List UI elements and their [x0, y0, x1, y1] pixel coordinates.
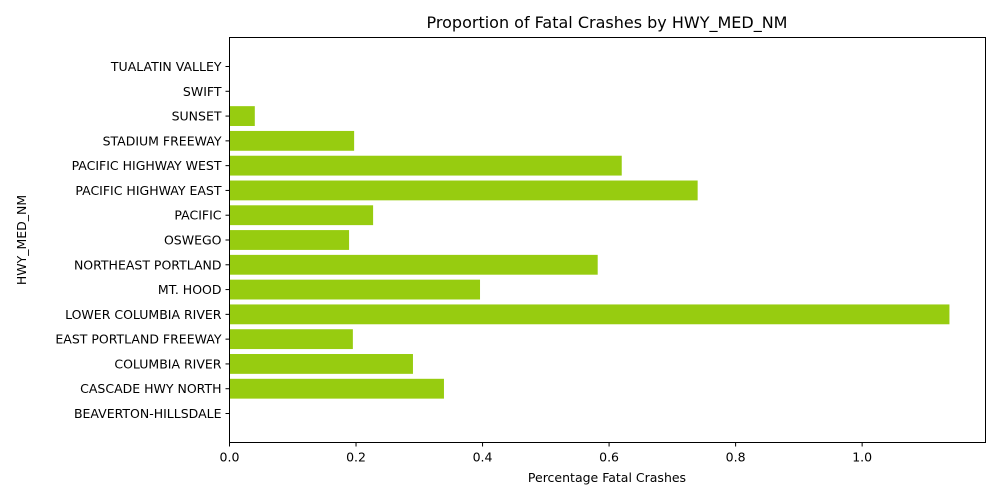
y-axis-ticks: BEAVERTON-HILLSDALE CASCADE HWY NORTH COLU… [55, 59, 230, 421]
y-tick-label: PACIFIC HIGHWAY EAST [75, 183, 221, 198]
y-tick-label: LOWER COLUMBIA RIVER [65, 307, 222, 322]
plot-frame [229, 37, 986, 443]
y-axis-label: HWY_MED_NM [14, 195, 29, 285]
y-tick-label: PACIFIC HIGHWAY WEST [72, 158, 222, 173]
chart-title: Proportion of Fatal Crashes by HWY_MED_N… [427, 13, 788, 33]
y-tick-label: OSWEGO [164, 233, 222, 248]
bar-lower-columbia-river [229, 304, 950, 325]
y-tick-label: TUALATIN VALLEY [110, 59, 222, 74]
bar-pacific-highway-east [229, 180, 698, 201]
y-tick-label: NORTHEAST PORTLAND [74, 257, 222, 272]
x-tick-label: 0.4 [473, 450, 493, 465]
y-tick-label: SUNSET [172, 109, 222, 124]
x-axis-label: Percentage Fatal Crashes [528, 470, 686, 485]
y-tick-label: STADIUM FREEWAY [103, 133, 222, 148]
x-tick-label: 0.6 [599, 450, 619, 465]
bar-sunset [229, 106, 255, 126]
y-tick-label: SWIFT [183, 84, 222, 99]
y-tick-label: COLUMBIA RIVER [114, 356, 221, 371]
y-tick-label: MT. HOOD [158, 282, 222, 297]
x-axis-ticks: 0.0 0.2 0.4 0.6 0.8 1.0 [220, 442, 872, 465]
y-tick-label: BEAVERTON-HILLSDALE [74, 406, 222, 421]
bar-oswego [229, 230, 350, 250]
y-tick-label: EAST PORTLAND FREEWAY [55, 332, 221, 347]
x-tick-label: 0.2 [346, 450, 366, 465]
x-tick-label: 0.0 [220, 450, 240, 465]
bar-pacific [229, 205, 374, 226]
bar-mt-hood [229, 279, 481, 300]
bar-northeast-portland [229, 254, 598, 275]
x-tick-label: 1.0 [852, 450, 872, 465]
bar-pacific-highway-west [229, 155, 622, 176]
bar-columbia-river [229, 354, 413, 374]
y-tick-label: CASCADE HWY NORTH [80, 381, 221, 396]
x-tick-label: 0.8 [726, 450, 746, 465]
y-tick-label: PACIFIC [174, 208, 221, 223]
bars-group [229, 106, 950, 399]
bar-east-portland-freeway [229, 329, 353, 350]
bar-stadium-freeway [229, 130, 355, 151]
bar-cascade-hwy-north [229, 378, 444, 399]
